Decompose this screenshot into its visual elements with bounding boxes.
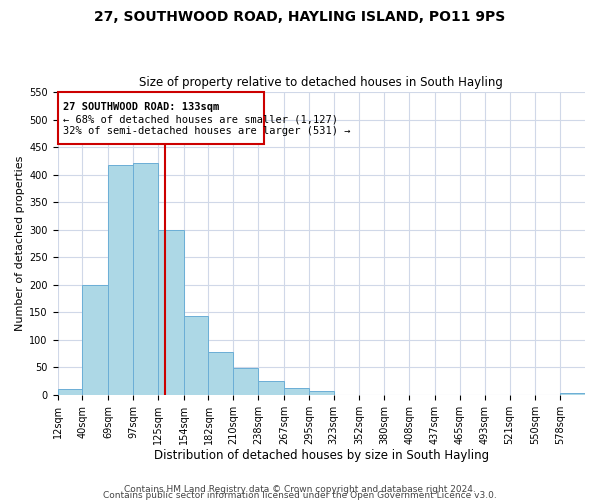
Bar [158,230,184,395]
Bar [284,388,309,395]
Text: 27 SOUTHWOOD ROAD: 133sqm: 27 SOUTHWOOD ROAD: 133sqm [63,102,219,112]
Bar [58,390,82,395]
FancyBboxPatch shape [58,92,265,144]
Text: Contains HM Land Registry data © Crown copyright and database right 2024.: Contains HM Land Registry data © Crown c… [124,484,476,494]
Text: 32% of semi-detached houses are larger (531) →: 32% of semi-detached houses are larger (… [63,126,350,136]
Bar [133,163,158,395]
Bar [560,393,585,395]
Text: 27, SOUTHWOOD ROAD, HAYLING ISLAND, PO11 9PS: 27, SOUTHWOOD ROAD, HAYLING ISLAND, PO11… [94,10,506,24]
Title: Size of property relative to detached houses in South Hayling: Size of property relative to detached ho… [139,76,503,90]
Bar [233,368,258,395]
Bar [82,284,108,395]
Bar [258,381,284,395]
Bar [309,391,334,395]
Text: ← 68% of detached houses are smaller (1,127): ← 68% of detached houses are smaller (1,… [63,114,338,124]
Bar [208,352,233,395]
Bar [108,164,133,395]
Text: Contains public sector information licensed under the Open Government Licence v3: Contains public sector information licen… [103,490,497,500]
X-axis label: Distribution of detached houses by size in South Hayling: Distribution of detached houses by size … [154,450,489,462]
Y-axis label: Number of detached properties: Number of detached properties [15,156,25,331]
Bar [184,316,208,395]
